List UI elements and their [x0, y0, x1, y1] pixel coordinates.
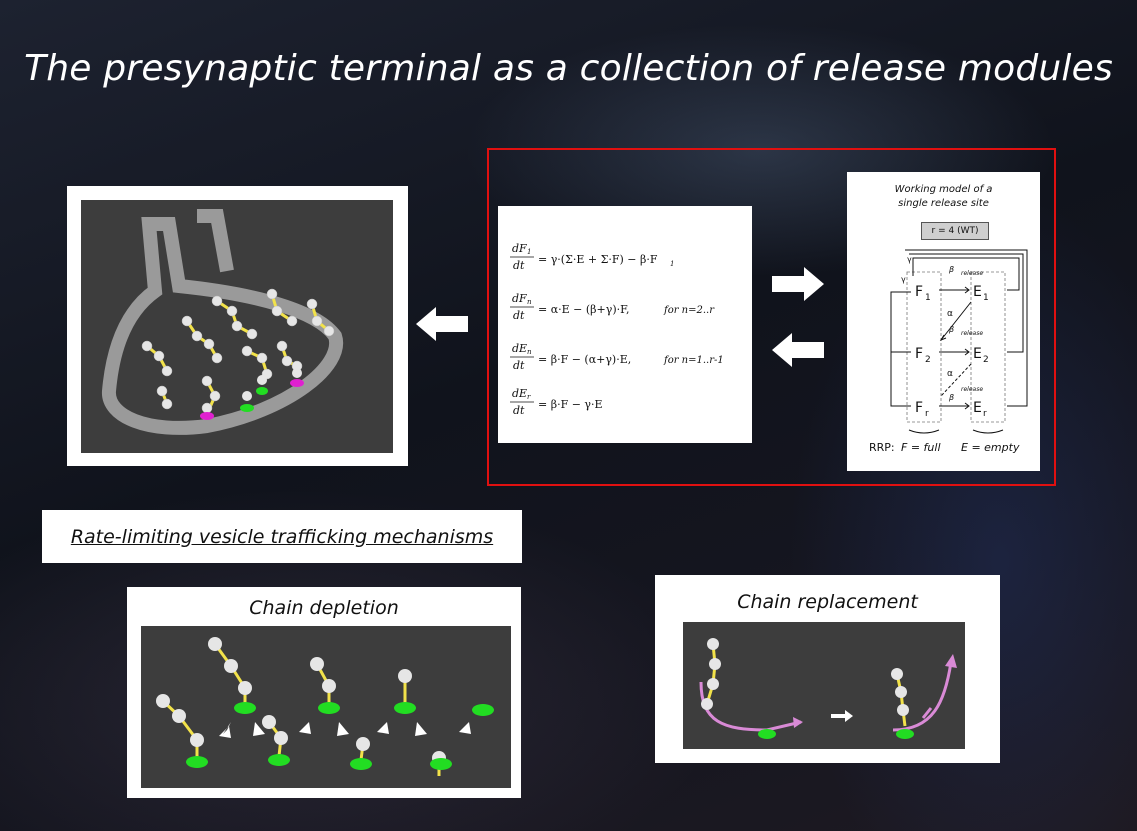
svg-text:β: β: [948, 393, 954, 402]
svg-text:dt: dt: [513, 359, 525, 372]
svg-text:γ: γ: [901, 275, 906, 284]
subtitle-box: Rate-limiting vesicle trafficking mechan…: [42, 510, 522, 563]
svg-text:E: E: [973, 284, 982, 300]
chain-replacement-label: Chain replacement: [737, 591, 918, 613]
svg-text:1: 1: [983, 293, 989, 303]
svg-text:E: E: [973, 346, 982, 362]
svg-text:n: n: [527, 298, 532, 306]
svg-text:1: 1: [527, 248, 531, 256]
svg-text:= γ·(Σ·E + Σ·F) − β·F: = γ·(Σ·E + Σ·F) − β·F: [538, 253, 658, 266]
svg-text:2: 2: [983, 355, 989, 365]
svg-text:dt: dt: [513, 309, 525, 322]
chain-depletion-diagram: [141, 626, 511, 788]
svg-text:r: r: [527, 393, 531, 401]
svg-text:r: r: [983, 409, 987, 419]
subtitle: Rate-limiting vesicle trafficking mechan…: [70, 525, 494, 548]
svg-text:dE: dE: [512, 387, 527, 400]
svg-text:E: E: [973, 400, 982, 416]
svg-text:dF: dF: [512, 292, 527, 305]
model-highlight-box: [487, 148, 1056, 486]
arrow-left-icon-2: [772, 333, 824, 367]
svg-text:for n=1..r-1: for n=1..r-1: [663, 355, 724, 366]
chain-replacement-panel: Chain replacement: [655, 575, 1000, 763]
release-3: release: [961, 386, 983, 393]
svg-text:2: 2: [925, 355, 931, 365]
chain-replacement-diagram: [683, 622, 965, 749]
svg-text:F: F: [915, 400, 923, 416]
svg-text:1: 1: [925, 293, 931, 303]
svg-text:β: β: [948, 325, 954, 334]
svg-text:n: n: [527, 348, 532, 356]
svg-text:dE: dE: [512, 342, 527, 355]
terminal-panel: [67, 186, 408, 466]
svg-text:r: r: [925, 409, 929, 419]
model-title-1: Working model of a: [894, 184, 993, 195]
svg-text:dt: dt: [513, 259, 525, 272]
chain-depletion-label: Chain depletion: [249, 597, 399, 619]
svg-text:1: 1: [670, 260, 674, 268]
terminal-diagram: [81, 200, 393, 453]
release-2: release: [961, 330, 983, 337]
release-1: release: [961, 270, 983, 277]
svg-text:α: α: [947, 369, 953, 379]
svg-text:F: F: [915, 346, 923, 362]
full-label: F = full: [901, 441, 941, 454]
equations-graphic: dF 1 dt = γ·(Σ·E + Σ·F) − β·F 1 dF n dt = α…: [510, 242, 724, 417]
svg-text:dF: dF: [512, 242, 527, 255]
rrp-label: RRP:: [869, 441, 895, 454]
svg-text:γ: γ: [907, 255, 912, 264]
svg-text:for n=2..r: for n=2..r: [663, 305, 715, 316]
svg-text:α: α: [947, 309, 953, 319]
svg-text:F: F: [915, 284, 923, 300]
model-title-2: single release site: [898, 198, 989, 209]
model-panel: Working model of a single release site r…: [847, 172, 1040, 471]
svg-text:= β·F − (α+γ)·E,: = β·F − (α+γ)·E,: [538, 353, 631, 366]
svg-text:= α·E − (β+γ)·F,: = α·E − (β+γ)·F,: [538, 303, 630, 316]
arrow-right-icon: [772, 267, 824, 301]
svg-text:β: β: [948, 265, 954, 274]
r-label: r = 4 (WT): [921, 222, 989, 240]
slide-title: The presynaptic terminal as a collection…: [24, 48, 1113, 89]
svg-text:= β·F − γ·E: = β·F − γ·E: [538, 398, 603, 411]
equations-panel: dF 1 dt = γ·(Σ·E + Σ·F) − β·F 1 dF n dt = α…: [498, 206, 752, 443]
svg-text:dt: dt: [513, 404, 525, 417]
arrow-left-icon: [416, 307, 468, 341]
chain-depletion-panel: Chain depletion: [127, 587, 521, 798]
empty-label: E = empty: [961, 441, 1020, 454]
